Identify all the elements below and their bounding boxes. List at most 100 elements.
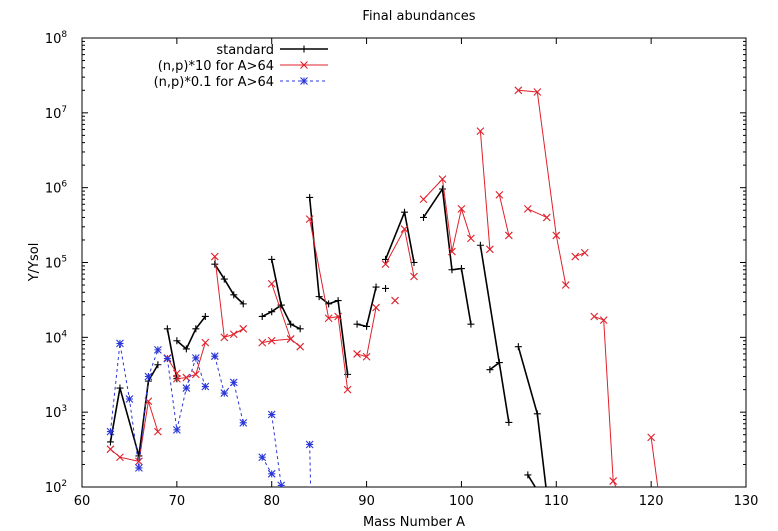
data-point [400,225,409,233]
data-point [372,303,380,312]
x-tick-label: 100 [449,494,474,509]
series-line [594,316,617,487]
data-point [287,320,295,328]
data-point [381,260,390,269]
series-line [498,194,510,236]
data-point [486,366,494,374]
data-point [514,343,522,351]
data-point [315,293,323,301]
series-line [422,186,472,325]
series-line [356,307,377,358]
series-line [214,356,244,423]
data-point [505,418,513,426]
data-point [268,255,276,263]
data-point [410,272,418,281]
data-point [324,314,333,323]
y-tick-base: 10 [45,331,62,346]
y-tick-label: 107 [45,105,67,122]
y-tick-base: 10 [45,182,62,197]
data-point [201,338,210,347]
data-point [485,245,494,254]
series-line [309,219,349,390]
series-line [176,315,206,351]
y-tick-exponent: 3 [61,404,67,414]
legend-label: (n,p)*10 for A>64 [158,59,274,74]
series-line [270,259,282,306]
data-point [267,469,276,478]
data-point [438,185,446,193]
series-line [166,356,206,430]
data-point [258,338,267,347]
legend-label: standard [216,43,274,58]
data-point [182,373,191,382]
y-tick-base: 10 [45,32,62,47]
data-point [239,418,248,427]
data-point [343,385,352,394]
y-tick-label: 108 [45,30,68,47]
chart-title: Final abundances [362,9,475,24]
legend-label: (n,p)*0.1 for A>64 [154,75,274,90]
data-point [391,296,399,305]
data-point [476,241,484,249]
y-tick-label: 104 [45,329,68,346]
data-point [467,320,475,328]
data-point [467,234,475,243]
data-point [533,410,541,418]
data-point [258,453,267,462]
series-line [271,414,283,487]
data-point [305,440,314,449]
data-point [438,175,447,184]
y-tick-exponent: 8 [61,30,67,40]
data-point [135,464,143,472]
series-line [214,256,244,338]
data-point [106,438,114,446]
data-point [571,252,580,261]
data-point [125,395,134,403]
series-line [489,361,500,371]
series-line [109,343,159,468]
data-point [163,354,172,363]
data-point [514,86,523,95]
data-point [230,291,238,299]
data-point [609,477,618,485]
y-tick-label: 105 [45,255,67,272]
data-point [239,324,248,333]
data-point [495,191,504,199]
data-point [353,320,361,328]
data-point [382,284,390,292]
y-tick-label: 102 [45,479,67,496]
data-point [647,433,656,442]
y-tick-label: 106 [45,180,68,197]
series-line [518,89,567,286]
series-line [479,131,491,250]
data-point [533,88,542,96]
data-point [476,127,485,135]
y-axis-label: Y/Ysol [27,243,42,283]
data-point [401,208,409,216]
data-point [220,389,229,397]
series-line [176,342,206,380]
data-point [334,312,343,321]
data-point [201,382,210,391]
data-point [306,193,314,201]
data-point [457,205,466,213]
data-point [172,425,181,434]
data-point [182,345,190,353]
series-line [517,346,547,487]
x-axis-label: Mass Number A [363,515,465,530]
data-point [172,374,181,383]
data-point [144,372,153,381]
data-point [229,378,238,387]
legend-marker [300,45,308,53]
data-point [192,325,200,333]
series-line [309,444,312,487]
data-point [580,248,589,257]
data-point [153,345,162,354]
x-tick-label: 80 [263,494,280,509]
data-point [419,195,428,204]
data-point [542,213,551,222]
series-line [650,437,659,487]
data-point [182,384,191,392]
series-standard [106,185,547,487]
